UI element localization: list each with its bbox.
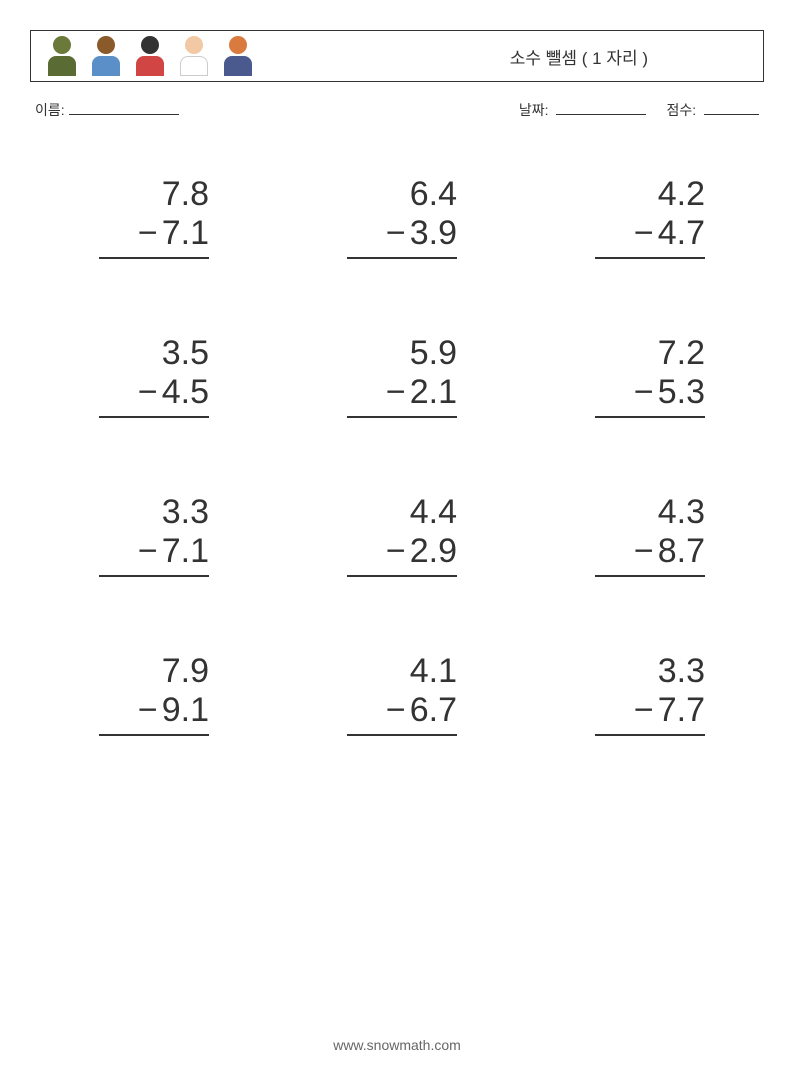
subtrahend: 3.9 xyxy=(410,214,457,253)
minuend: 6.4 xyxy=(410,175,457,214)
minus-operator: − xyxy=(138,691,158,730)
minuend: 3.3 xyxy=(658,652,705,691)
score-field: 점수: xyxy=(666,100,759,120)
minuend: 4.2 xyxy=(658,175,705,214)
worksheet-title: 소수 뺄셈 ( 1 자리 ) xyxy=(510,44,648,69)
name-field: 이름: xyxy=(35,100,179,120)
problem-3: 4.2−4.7 xyxy=(585,175,705,259)
minus-operator: − xyxy=(138,373,158,412)
avatar-body-icon xyxy=(224,56,252,76)
subtrahend: 2.9 xyxy=(410,532,457,571)
minuend: 4.3 xyxy=(658,493,705,532)
subtrahend: 6.7 xyxy=(410,691,457,730)
header-box: 소수 뺄셈 ( 1 자리 ) xyxy=(30,30,764,82)
problem-11: 4.1−6.7 xyxy=(337,652,457,736)
minus-operator: − xyxy=(386,532,406,571)
footer-url: www.snowmath.com xyxy=(0,1037,794,1053)
minus-operator: − xyxy=(634,691,654,730)
minuend: 3.3 xyxy=(162,493,209,532)
subtrahend: 7.1 xyxy=(162,214,209,253)
problem-12: 3.3−7.7 xyxy=(585,652,705,736)
answer-line xyxy=(347,575,457,577)
avatar-body-icon xyxy=(92,56,120,76)
date-blank[interactable] xyxy=(556,101,646,115)
answer-line xyxy=(347,257,457,259)
minuend: 4.4 xyxy=(410,493,457,532)
avatars-row xyxy=(46,36,254,76)
avatar-person-red xyxy=(134,36,166,76)
minuend: 7.8 xyxy=(162,175,209,214)
date-field: 날짜: xyxy=(519,100,647,120)
avatar-head-icon xyxy=(97,36,115,54)
answer-line xyxy=(595,416,705,418)
name-label: 이름: xyxy=(35,100,65,120)
problem-5: 5.9−2.1 xyxy=(337,334,457,418)
answer-line xyxy=(347,416,457,418)
problem-6: 7.2−5.3 xyxy=(585,334,705,418)
score-blank[interactable] xyxy=(704,101,759,115)
minus-operator: − xyxy=(634,214,654,253)
avatar-woman-blue xyxy=(90,36,122,76)
problems-grid: 7.8−7.16.4−3.94.2−4.73.5−4.55.9−2.17.2−5… xyxy=(70,175,724,736)
avatar-head-icon xyxy=(141,36,159,54)
minuend: 5.9 xyxy=(410,334,457,373)
date-label: 날짜: xyxy=(519,102,549,118)
minuend: 4.1 xyxy=(410,652,457,691)
answer-line xyxy=(99,734,209,736)
answer-line xyxy=(99,257,209,259)
avatar-head-icon xyxy=(185,36,203,54)
score-label: 점수: xyxy=(666,102,696,118)
subtrahend: 9.1 xyxy=(162,691,209,730)
problem-8: 4.4−2.9 xyxy=(337,493,457,577)
minus-operator: − xyxy=(386,214,406,253)
avatar-body-icon xyxy=(48,56,76,76)
subtrahend: 2.1 xyxy=(410,373,457,412)
problem-4: 3.5−4.5 xyxy=(89,334,209,418)
avatar-body-icon xyxy=(136,56,164,76)
minus-operator: − xyxy=(386,691,406,730)
info-row: 이름: 날짜: 점수: xyxy=(35,100,759,120)
minus-operator: − xyxy=(138,532,158,571)
problem-10: 7.9−9.1 xyxy=(89,652,209,736)
subtrahend: 5.3 xyxy=(658,373,705,412)
answer-line xyxy=(595,734,705,736)
subtrahend: 4.5 xyxy=(162,373,209,412)
minus-operator: − xyxy=(138,214,158,253)
minuend: 3.5 xyxy=(162,334,209,373)
avatar-soldier xyxy=(46,36,78,76)
minus-operator: − xyxy=(386,373,406,412)
avatar-woman-orange xyxy=(222,36,254,76)
answer-line xyxy=(99,575,209,577)
subtrahend: 7.1 xyxy=(162,532,209,571)
answer-line xyxy=(99,416,209,418)
problem-9: 4.3−8.7 xyxy=(585,493,705,577)
avatar-head-icon xyxy=(229,36,247,54)
avatar-chef xyxy=(178,36,210,76)
minuend: 7.2 xyxy=(658,334,705,373)
problem-7: 3.3−7.1 xyxy=(89,493,209,577)
minus-operator: − xyxy=(634,373,654,412)
problem-2: 6.4−3.9 xyxy=(337,175,457,259)
subtrahend: 8.7 xyxy=(658,532,705,571)
minus-operator: − xyxy=(634,532,654,571)
minuend: 7.9 xyxy=(162,652,209,691)
problem-1: 7.8−7.1 xyxy=(89,175,209,259)
name-blank[interactable] xyxy=(69,101,179,115)
avatar-body-icon xyxy=(180,56,208,76)
answer-line xyxy=(595,257,705,259)
answer-line xyxy=(347,734,457,736)
answer-line xyxy=(595,575,705,577)
subtrahend: 7.7 xyxy=(658,691,705,730)
subtrahend: 4.7 xyxy=(658,214,705,253)
avatar-head-icon xyxy=(53,36,71,54)
